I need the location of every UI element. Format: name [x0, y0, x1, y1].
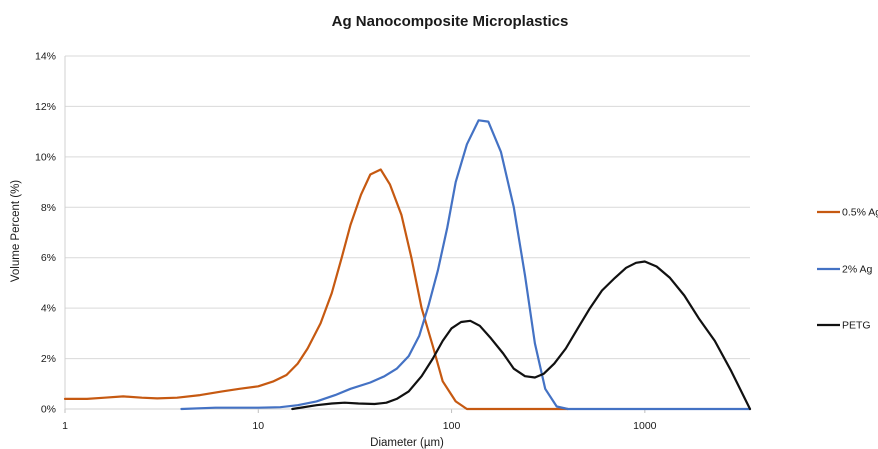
y-tick-label: 12% — [35, 101, 56, 113]
legend-label: PETG — [842, 320, 871, 332]
y-tick-label: 10% — [35, 151, 56, 163]
x-tick-label: 10 — [252, 420, 264, 432]
x-tick-label: 100 — [443, 420, 461, 432]
legend-label: 2% Ag — [842, 264, 873, 276]
y-tick-label: 4% — [41, 303, 56, 315]
chart-title: Ag Nanocomposite Microplastics — [332, 13, 569, 30]
x-tick-label: 1 — [62, 420, 68, 432]
y-tick-label: 8% — [41, 202, 56, 214]
legend: 0.5% Ag 2% Ag PETG — [817, 207, 878, 332]
series-group — [63, 119, 752, 411]
y-tick-label: 2% — [41, 353, 56, 365]
series-line — [63, 168, 570, 411]
x-axis-ticks: 1 10 100 1000 — [62, 409, 657, 432]
series-line — [291, 260, 752, 411]
y-axis-label: Volume Percent (%) — [10, 180, 22, 282]
series-line — [180, 119, 752, 411]
y-tick-label: 6% — [41, 252, 56, 264]
y-axis-ticks: 0% 2% 4% 6% 8% 10% 12% 14% — [35, 51, 56, 416]
x-axis-label: Diameter (µm) — [370, 437, 444, 449]
legend-label: 0.5% Ag — [842, 207, 878, 219]
y-tick-label: 0% — [41, 404, 56, 416]
y-tick-label: 14% — [35, 51, 56, 63]
x-tick-label: 1000 — [633, 420, 657, 432]
grid — [65, 55, 750, 360]
